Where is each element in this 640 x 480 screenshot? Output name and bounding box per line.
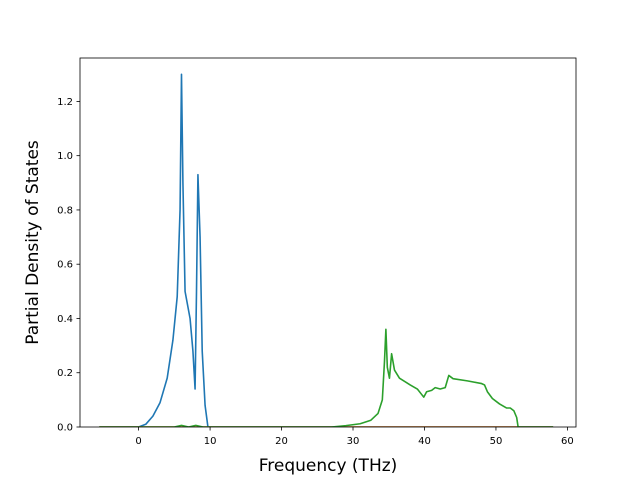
y-tick-label: 1.0	[57, 151, 73, 162]
y-axis-label: Partial Density of States	[23, 140, 43, 345]
y-tick-label: 0.2	[57, 368, 73, 379]
x-axis-label: Frequency (THz)	[259, 456, 398, 476]
x-tick-label: 50	[490, 436, 503, 447]
plot-frame	[79, 57, 577, 428]
y-tick-label: 0.8	[57, 205, 73, 216]
x-tick-label: 0	[135, 436, 141, 447]
y-axis-ticks: 0.0 0.2 0.4 0.6 0.8 1.0 1.2	[57, 97, 80, 434]
series-line-3	[99, 328, 554, 427]
y-tick-label: 0.4	[57, 314, 73, 325]
x-tick-label: 40	[418, 436, 431, 447]
x-axis-ticks: 0 10 20 30 40 50 60	[135, 427, 574, 447]
y-tick-label: 0.0	[57, 423, 73, 434]
series-line-1	[99, 73, 554, 427]
series-layer	[99, 73, 554, 427]
x-tick-label: 20	[275, 436, 288, 447]
x-tick-label: 30	[347, 436, 360, 447]
y-tick-label: 1.2	[57, 97, 73, 108]
y-tick-label: 0.6	[57, 260, 73, 271]
x-tick-label: 60	[561, 436, 574, 447]
x-tick-label: 10	[204, 436, 217, 447]
